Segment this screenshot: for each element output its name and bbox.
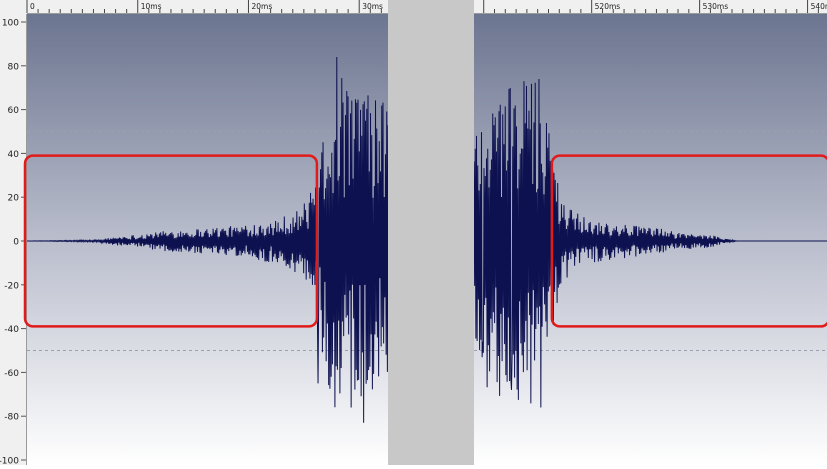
x-tick-label: 540ms (811, 2, 827, 11)
y-tick-label: -80 (4, 413, 19, 423)
y-axis-ruler (0, 0, 27, 465)
y-tick-label: 80 (8, 62, 20, 72)
x-tick-label: 10ms (141, 2, 162, 11)
y-tick-label: 0 (13, 238, 19, 248)
y-tick-label: -20 (4, 281, 19, 291)
y-tick-label: -100 (0, 457, 19, 466)
pane-left-marks: 0 10ms 20ms 30ms (23, 0, 388, 423)
y-tick-label: -40 (4, 325, 19, 335)
highlight-box (550, 154, 827, 328)
pane-divider (388, 0, 474, 465)
x-tick-label: 20ms (251, 2, 272, 11)
y-tick-label: -60 (4, 369, 19, 379)
highlight-box (23, 154, 319, 328)
y-tick-label: 40 (8, 150, 20, 160)
time-ruler-ticks: 520ms 530ms 540ms (483, 0, 827, 13)
time-ruler-left[interactable] (27, 0, 388, 14)
waveform-line (27, 57, 388, 423)
pane-right-marks: 520ms 530ms 540ms (474, 0, 827, 408)
x-tick-label: 530ms (703, 2, 729, 11)
time-ruler-ticks: 0 10ms 20ms 30ms (26, 0, 383, 13)
waveform-line (474, 78, 827, 408)
y-tick-label: 60 (8, 106, 20, 116)
x-tick-label: 520ms (595, 2, 621, 11)
time-ruler-right[interactable] (474, 0, 827, 14)
y-tick-label: 20 (8, 194, 20, 204)
y-tick-label: 100 (2, 19, 19, 29)
x-tick-label: 30ms (362, 2, 383, 11)
y-axis: 100 80 60 40 20 0 -20 -40 -60 -80 -100 (0, 19, 26, 467)
x-tick-label: 0 (30, 2, 35, 11)
